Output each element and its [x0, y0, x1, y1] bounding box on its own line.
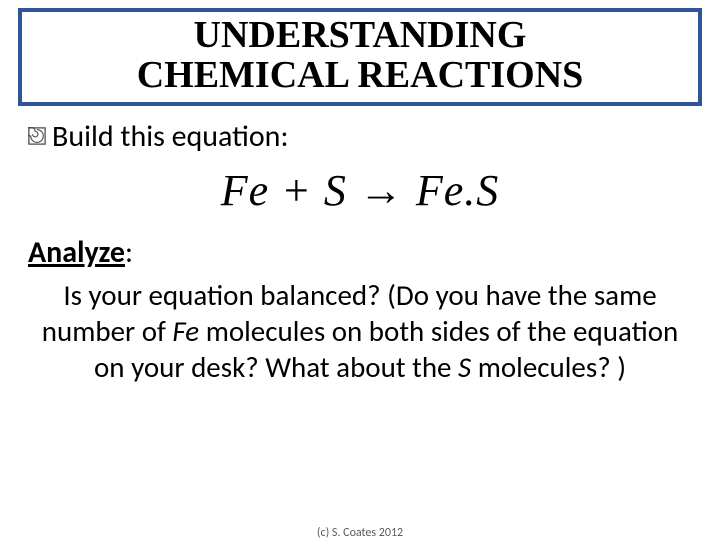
footer-copyright: (c) S. Coates 2012 — [0, 526, 720, 540]
build-row: Build this equation: — [28, 118, 692, 155]
analyze-heading: Analyze: — [28, 234, 692, 271]
body-fe: Fe — [172, 313, 199, 349]
content: Build this equation: Fe + S → Fe.S Analy… — [0, 118, 720, 386]
bullet-spiral-icon — [28, 127, 46, 145]
analyze-colon: : — [125, 234, 133, 271]
equation: Fe + S → Fe.S — [28, 165, 692, 216]
title-box: UNDERSTANDING CHEMICAL REACTIONS — [18, 8, 702, 106]
body-s: S — [458, 349, 471, 385]
body-post1: molecules? ) — [471, 349, 626, 385]
title-line-1: UNDERSTANDING — [32, 16, 688, 56]
title-line-2: CHEMICAL REACTIONS — [32, 56, 688, 96]
analyze-label: Analyze — [28, 234, 125, 271]
build-text: Build this equation: — [52, 118, 288, 155]
body-text: Is your equation balanced? (Do you have … — [28, 277, 692, 386]
